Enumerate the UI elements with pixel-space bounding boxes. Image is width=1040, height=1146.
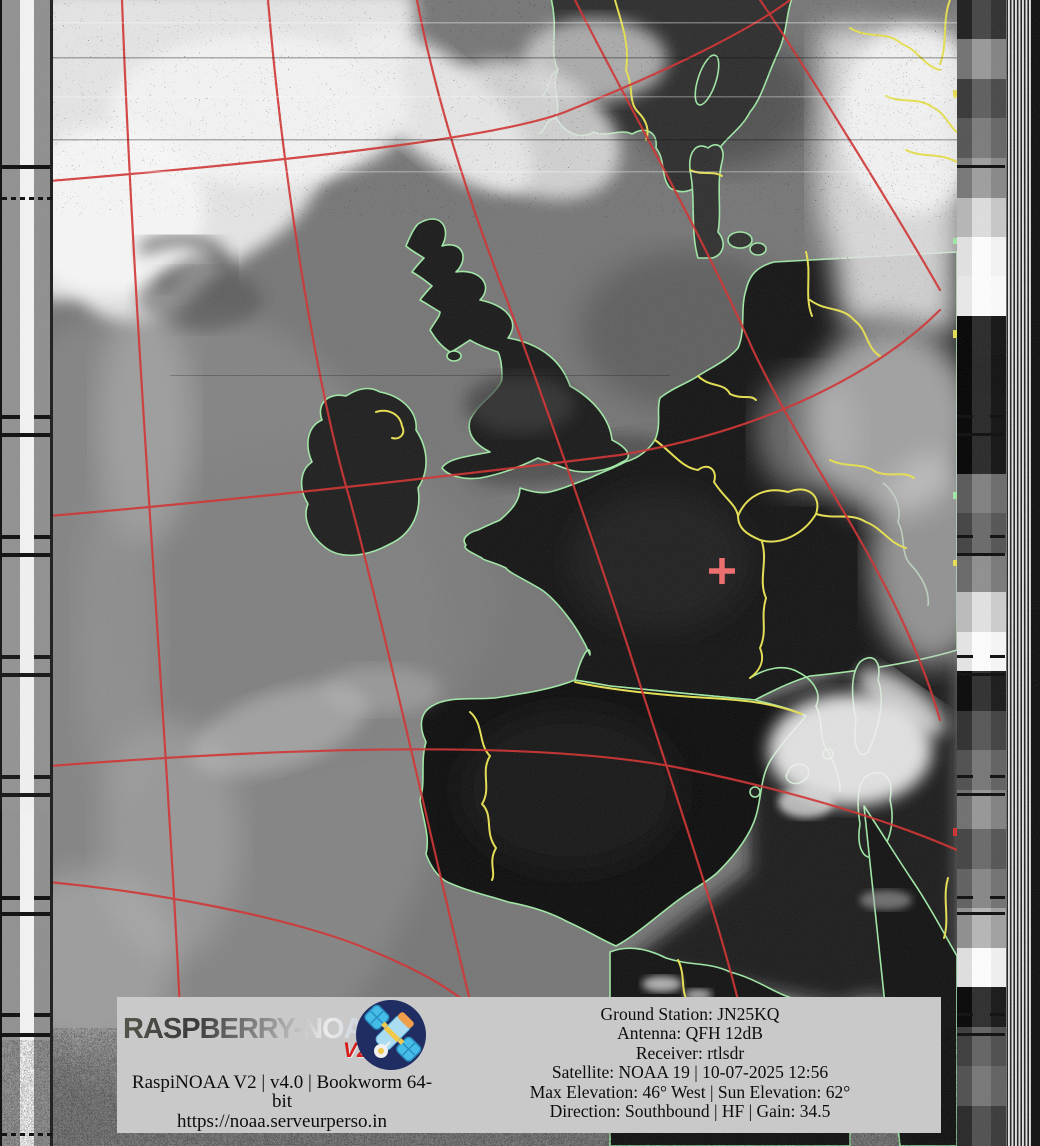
pass-info-block: Ground Station: JN25KQ Antenna: QFH 12dB… — [447, 1004, 933, 1122]
ground-station-line: Ground Station: JN25KQ — [600, 1004, 780, 1024]
satellite-line: Satellite: NOAA 19 | 10-07-2025 12:56 — [551, 1062, 829, 1083]
info-overlay: RASPBERRY-NOAA V2 Ras — [117, 997, 941, 1133]
receiver-line: Receiver: rtlsdr — [635, 1042, 745, 1063]
antenna-line: Antenna: QFH 12dB — [617, 1023, 763, 1044]
elevation-line: Max Elevation: 46° West | Sun Elevation:… — [529, 1081, 851, 1102]
raspberry-noaa-logo: RASPBERRY-NOAA — [123, 1013, 384, 1045]
station-url: https://noaa.serveurperso.in — [176, 1111, 387, 1132]
dish-antenna-icon — [374, 1041, 391, 1058]
system-version-line: RaspiNOAA V2 | v4.0 | Bookworm 64-bit — [131, 1072, 433, 1112]
direction-line: Direction: Southbound | HF | Gain: 34.5 — [549, 1101, 831, 1122]
satellite-logo-icon — [356, 1000, 426, 1070]
branding-block: RASPBERRY-NOAA V2 Ras — [117, 997, 447, 1133]
